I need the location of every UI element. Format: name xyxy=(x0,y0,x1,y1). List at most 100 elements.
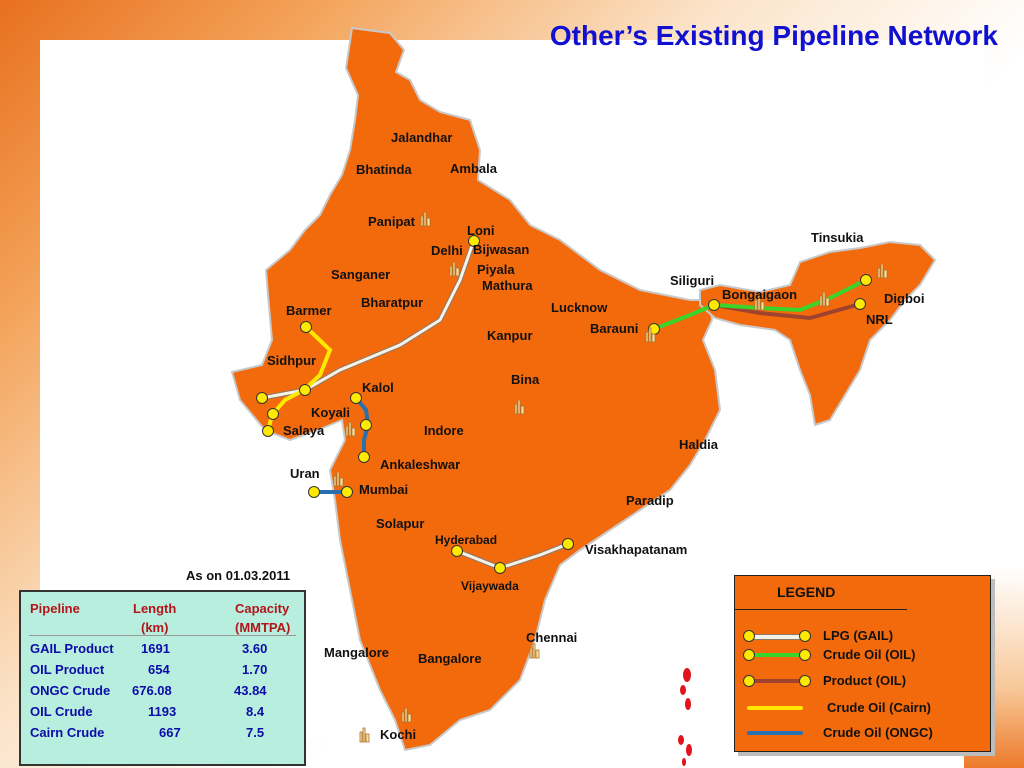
india-northeast xyxy=(699,240,937,427)
map-legend: LEGEND LPG (GAIL) Crude Oil (OIL) Produc… xyxy=(734,575,991,752)
legend-node-icon xyxy=(799,675,811,687)
row-capacity: 8.4 xyxy=(246,704,265,719)
node-bongaigaon xyxy=(708,299,720,311)
place-label: Ambala xyxy=(450,161,497,176)
place-label: Tinsukia xyxy=(811,230,864,245)
legend-swatch xyxy=(747,634,805,640)
node-koyali xyxy=(360,419,372,431)
place-label: Mangalore xyxy=(324,645,390,660)
legend-node-icon xyxy=(743,630,755,642)
place-label: Bongaigaon xyxy=(722,287,798,302)
row-capacity: 43.84 xyxy=(234,683,267,698)
legend-label: Product (OIL) xyxy=(823,673,907,688)
row-pipeline: OIL Product xyxy=(30,662,105,677)
place-label: Lucknow xyxy=(551,300,608,315)
place-label: Digboi xyxy=(884,291,925,306)
product-oil-line xyxy=(712,302,862,321)
place-label: Koyali xyxy=(311,405,351,420)
pipeline-table: Pipeline Length (km) Capacity (MMTPA) GA… xyxy=(19,590,306,766)
place-label: Solapur xyxy=(376,516,425,531)
place-label: NRL xyxy=(866,312,893,327)
row-pipeline: Cairn Crude xyxy=(30,725,105,740)
legend-node-icon xyxy=(799,630,811,642)
place-label: Salaya xyxy=(283,423,325,438)
row-length: 667 xyxy=(159,725,181,740)
row-capacity: 1.70 xyxy=(242,662,268,677)
place-label: Bina xyxy=(511,372,540,387)
place-label: Indore xyxy=(424,423,464,438)
refinery-icon xyxy=(877,263,888,279)
place-label: Sanganer xyxy=(331,267,391,282)
place-label: Piyala xyxy=(477,262,515,277)
node-uran xyxy=(308,486,320,498)
place-label: Barauni xyxy=(590,321,639,336)
node-mumbai xyxy=(341,486,353,498)
node-sidhpur xyxy=(299,384,311,396)
refinery-icon xyxy=(420,211,431,227)
legend-swatch xyxy=(747,731,803,735)
place-label: Bhatinda xyxy=(356,162,412,177)
row-length: 654 xyxy=(148,662,170,677)
place-label: Kalol xyxy=(362,380,394,395)
node-kalol xyxy=(350,392,362,404)
node-nrl xyxy=(854,298,866,310)
place-label: Chennai xyxy=(526,630,578,645)
pipeline-nodes xyxy=(256,235,872,574)
islands xyxy=(678,668,692,766)
place-label: Uran xyxy=(290,466,320,481)
row-pipeline: GAIL Product xyxy=(30,641,114,656)
header-length: Length xyxy=(133,601,177,616)
node-ankaleshwar xyxy=(358,451,370,463)
refinery-icon xyxy=(449,261,460,277)
page-title: Other’s Existing Pipeline Network xyxy=(549,20,998,51)
node-vijaywada xyxy=(494,562,506,574)
refinery-icon xyxy=(529,643,540,659)
refinery-icon xyxy=(754,295,765,311)
row-length: 676.08 xyxy=(132,683,172,698)
legend-label: Crude Oil (OIL) xyxy=(823,647,916,662)
legend-title: LEGEND xyxy=(777,584,836,600)
india-mainland xyxy=(230,26,722,752)
place-label: Kochi xyxy=(380,727,417,742)
node-west-1 xyxy=(256,392,268,404)
as-of-date: As on 01.03.2011 xyxy=(186,568,291,583)
place-label: Kanpur xyxy=(487,328,533,343)
legend-node-icon xyxy=(799,649,811,661)
place-label: Sidhpur xyxy=(267,353,317,368)
legend-swatch xyxy=(747,706,803,710)
legend-swatch xyxy=(747,653,803,657)
header-capacity: Capacity xyxy=(235,601,290,616)
refinery-icon xyxy=(645,327,656,343)
place-label: Visakhapatanam xyxy=(585,542,688,557)
header-pipeline: Pipeline xyxy=(30,601,80,616)
node-west-2 xyxy=(267,408,279,420)
row-length: 1691 xyxy=(141,641,170,656)
row-capacity: 3.60 xyxy=(242,641,268,656)
legend-node-icon xyxy=(743,649,755,661)
refinery-icons xyxy=(333,211,888,743)
place-label: Mumbai xyxy=(359,482,409,497)
place-label: Loni xyxy=(467,223,495,238)
place-label: Jalandhar xyxy=(391,130,453,145)
place-label: Delhi xyxy=(431,243,463,258)
place-label: Hyderabad xyxy=(435,533,498,547)
legend-node-icon xyxy=(743,675,755,687)
place-label: Mathura xyxy=(482,278,533,293)
header-capacity-unit: (MMTPA) xyxy=(235,620,291,635)
refinery-icon xyxy=(401,707,412,723)
place-label: Panipat xyxy=(368,214,415,229)
node-salaya xyxy=(262,425,274,437)
row-length: 1193 xyxy=(148,704,177,719)
header-length-unit: (km) xyxy=(141,620,169,635)
legend-label: LPG (GAIL) xyxy=(823,628,894,643)
place-label: Ankaleshwar xyxy=(380,457,461,472)
row-pipeline: ONGC Crude xyxy=(30,683,111,698)
legend-label: Crude Oil (Cairn) xyxy=(827,700,932,715)
place-label: Vijaywada xyxy=(461,579,519,593)
node-loni xyxy=(468,235,480,247)
row-pipeline: OIL Crude xyxy=(30,704,93,719)
refinery-icon xyxy=(359,727,370,743)
place-label: Paradip xyxy=(626,493,674,508)
row-capacity: 7.5 xyxy=(246,725,265,740)
